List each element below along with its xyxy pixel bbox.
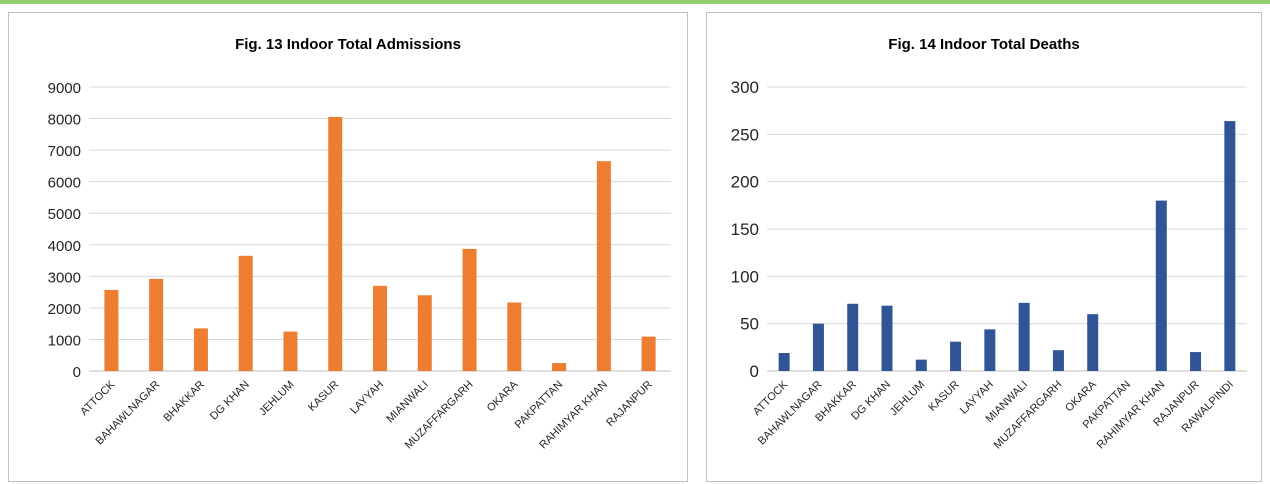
- y-tick-label: 50: [740, 315, 759, 334]
- bar-jehlum: [283, 331, 298, 371]
- y-tick-label: 4000: [48, 238, 81, 255]
- bar-attock: [778, 353, 790, 371]
- bar-pakpattan: [552, 363, 567, 371]
- bar-rajanpur: [641, 336, 656, 371]
- y-tick-label: 200: [731, 173, 759, 192]
- top-border-rule: [0, 0, 1270, 4]
- x-tick-label: KASUR: [306, 379, 341, 414]
- bar-mianwali: [417, 295, 432, 371]
- y-tick-label: 3000: [48, 269, 81, 286]
- y-tick-label: 150: [731, 220, 759, 239]
- bar-kasur: [328, 116, 343, 371]
- x-tick-label: MUZAFFARGARH: [992, 379, 1065, 452]
- y-tick-label: 250: [731, 125, 759, 144]
- x-tick-label: JEHLUM: [888, 379, 928, 419]
- bar-bahawlnagar: [149, 278, 164, 371]
- y-tick-label: 7000: [48, 143, 81, 160]
- x-tick-label: JEHLUM: [257, 379, 297, 419]
- chart-panel-admissions: Fig. 13 Indoor Total Admissions 0 1000 200…: [8, 12, 688, 482]
- y-tick-label: 8000: [48, 112, 81, 129]
- bar-mianwali: [1018, 302, 1030, 371]
- x-tick-label: KASUR: [926, 379, 961, 414]
- chart-title-admissions: Fig. 13 Indoor Total Admissions: [235, 36, 461, 53]
- y-tick-label: 6000: [48, 175, 81, 192]
- bar-okara: [1087, 314, 1099, 371]
- chart-title-deaths: Fig. 14 Indoor Total Deaths: [888, 36, 1080, 53]
- bar-bhakkar: [193, 328, 208, 371]
- x-tick-label: MIANWALI: [384, 379, 431, 426]
- bar-rajanpur: [1190, 352, 1202, 371]
- bar-muzaffargarh: [1052, 350, 1064, 371]
- deaths-bar-chart: 050100150200250300ATTOCKBAHAWLNAGARBHAKK…: [731, 78, 1247, 452]
- x-tick-label: LAYYAH: [348, 379, 386, 417]
- y-tick-label: 100: [731, 267, 759, 286]
- bar-dg-khan: [238, 255, 253, 371]
- x-tick-label: RAJANPUR: [604, 379, 654, 429]
- x-tick-label: OKARA: [485, 378, 521, 414]
- bar-layyah: [373, 285, 387, 371]
- bar-rawalpindi: [1224, 121, 1236, 371]
- chart-panel-deaths: Fig. 14 Indoor Total Deaths 0 50 100 150 200…: [706, 12, 1262, 482]
- x-tick-label: DG KHAN: [208, 379, 252, 423]
- y-tick-label: 5000: [48, 206, 81, 223]
- bar-bhakkar: [847, 303, 859, 371]
- bar-rahimyar-khan: [596, 161, 611, 371]
- y-tick-label: 9000: [48, 80, 81, 97]
- y-tick-label: 0: [73, 364, 81, 381]
- x-tick-label: ATTOCK: [78, 378, 118, 418]
- bar-attock: [104, 289, 119, 371]
- bar-bahawlnagar: [812, 323, 824, 371]
- y-tick-label: 1000: [48, 332, 81, 349]
- bar-okara: [507, 302, 522, 371]
- bar-kasur: [950, 341, 962, 371]
- bar-jehlum: [915, 359, 927, 371]
- x-tick-label: BHAKKAR: [161, 379, 207, 425]
- y-tick-label: 2000: [48, 301, 81, 318]
- bar-rahimyar-khan: [1155, 200, 1167, 371]
- y-tick-label: 300: [731, 78, 759, 97]
- bar-layyah: [984, 329, 996, 371]
- bar-dg-khan: [881, 305, 893, 371]
- x-tick-label: BAHAWLNAGAR: [756, 379, 825, 448]
- bar-muzaffargarh: [462, 248, 477, 371]
- admissions-bar-chart: 0 1000 2000 3000 4000 5000 6000 7000 8000 9000 ATT…: [48, 80, 671, 452]
- y-tick-label: 0: [750, 362, 759, 381]
